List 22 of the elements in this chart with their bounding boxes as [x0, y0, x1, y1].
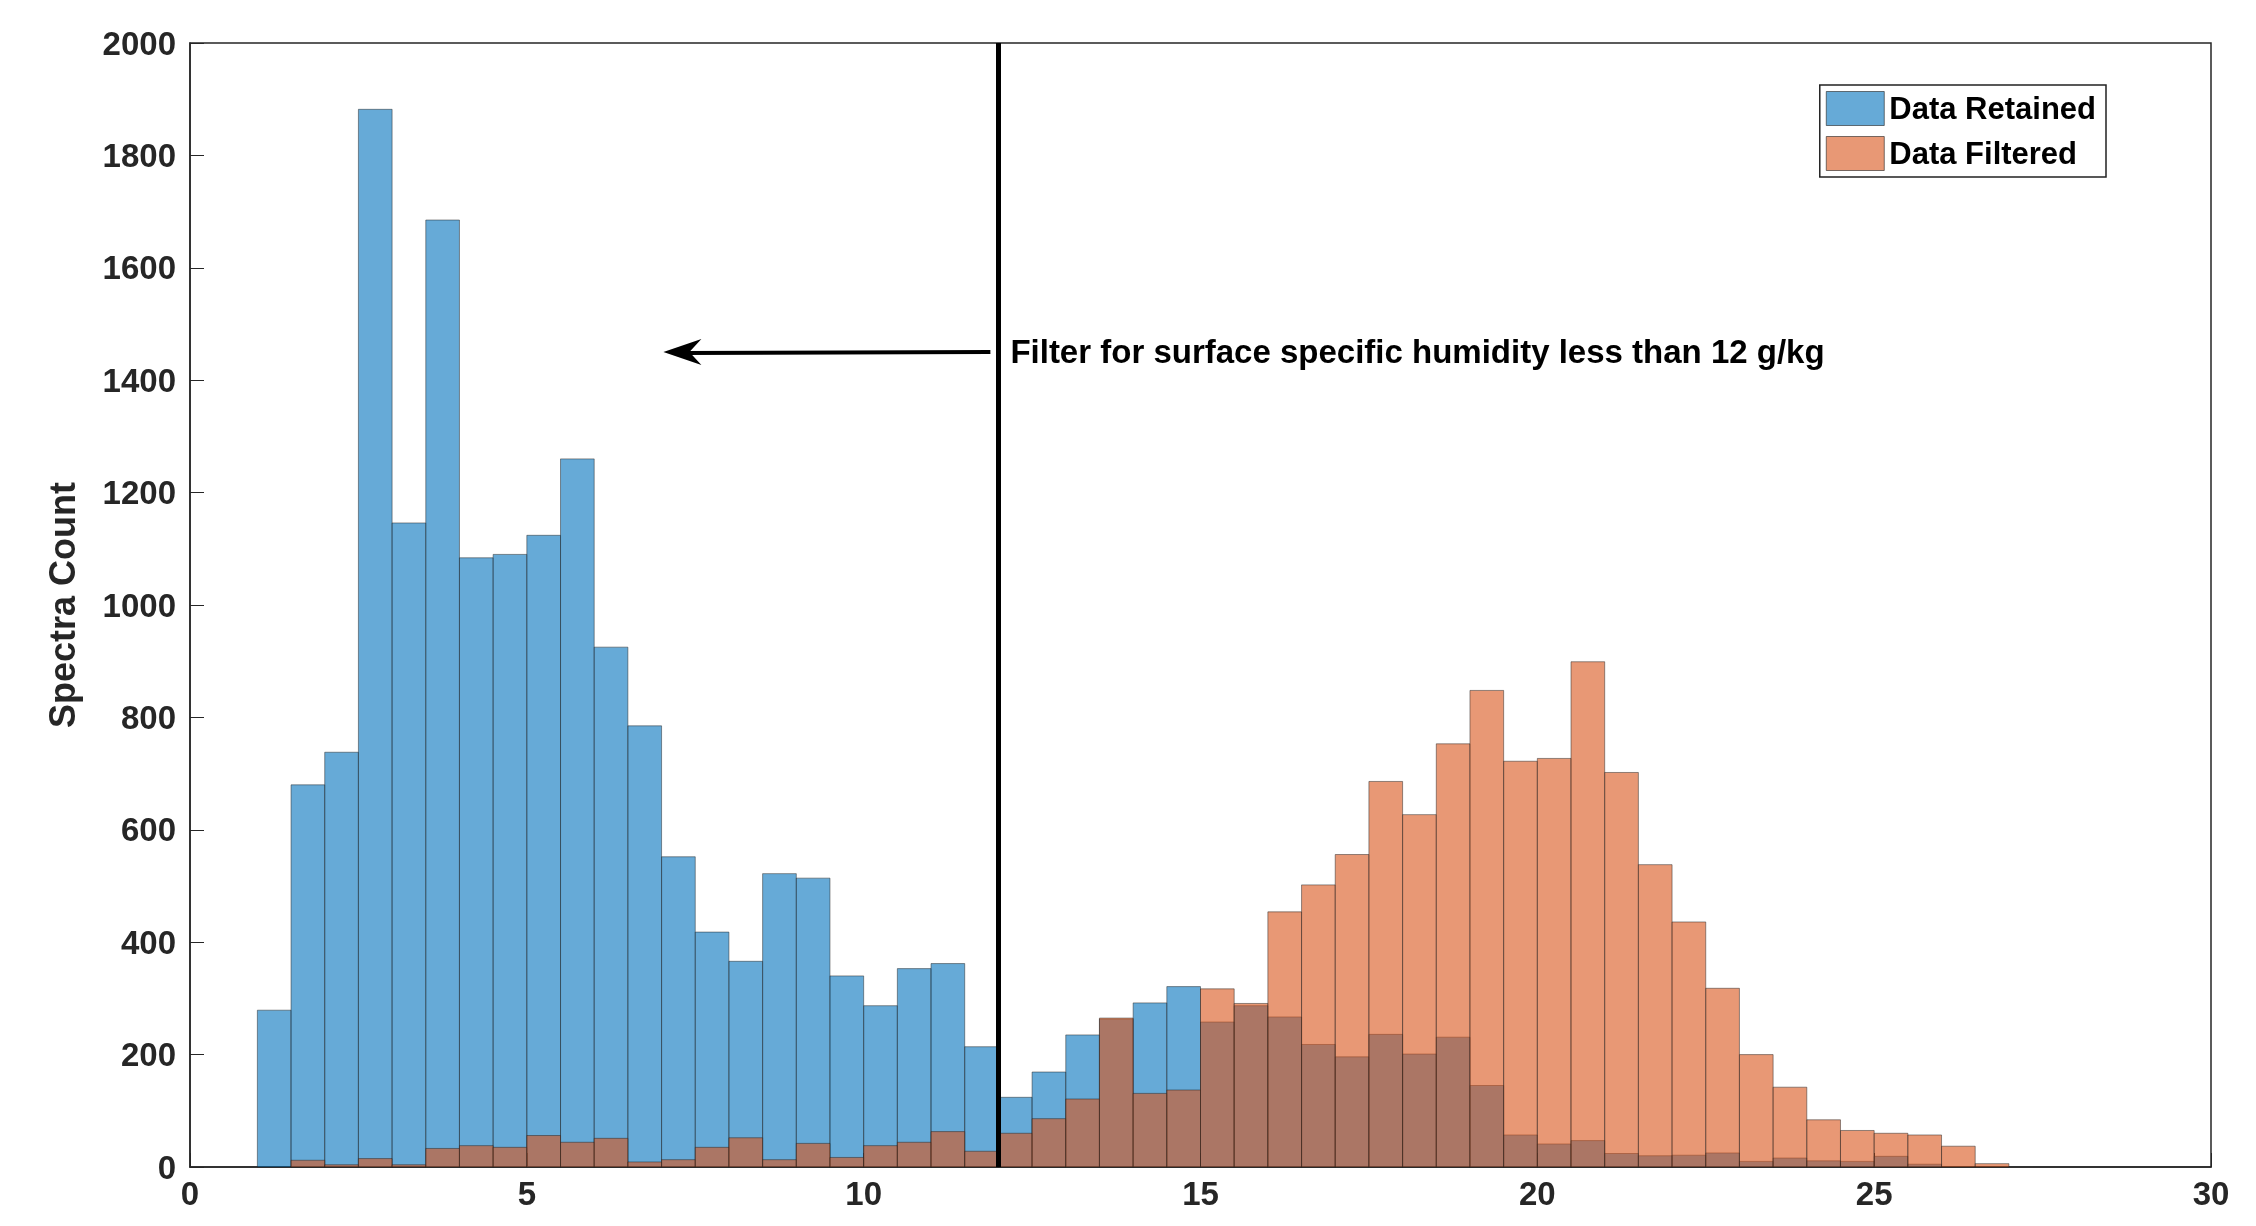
annotation: Filter for surface specific humidity less than 12 g/kg	[1010, 333, 1825, 371]
x-tick-label: 25	[1855, 1175, 1893, 1212]
y-tick-label: 0	[157, 1148, 176, 1186]
x-tick-label: 20	[1518, 1175, 1556, 1212]
y-tick-label: 800	[120, 698, 176, 736]
x-tick-label: 10	[845, 1175, 883, 1212]
y-axis-title: Spectra Count	[41, 481, 83, 729]
y-tick-label: 2000	[102, 24, 176, 62]
x-tick-label: 30	[2192, 1175, 2230, 1212]
legend-label: Data Filtered	[1889, 136, 2078, 171]
y-tick-label: 1800	[102, 136, 176, 174]
y-tick-label: 400	[120, 923, 176, 961]
legend-label: Data Retained	[1889, 91, 2097, 126]
y-tick-label: 1400	[102, 361, 176, 399]
y-tick-label: 200	[120, 1036, 176, 1074]
x-tick-label: 5	[517, 1175, 537, 1212]
y-tick-label: 1600	[102, 249, 176, 287]
x-tick-label: 0	[180, 1175, 200, 1212]
y-tick-label: 600	[120, 811, 176, 849]
y-tick-label: 1000	[102, 586, 176, 624]
x-tick-label: 15	[1182, 1175, 1219, 1212]
y-tick-label: 1200	[102, 474, 176, 512]
